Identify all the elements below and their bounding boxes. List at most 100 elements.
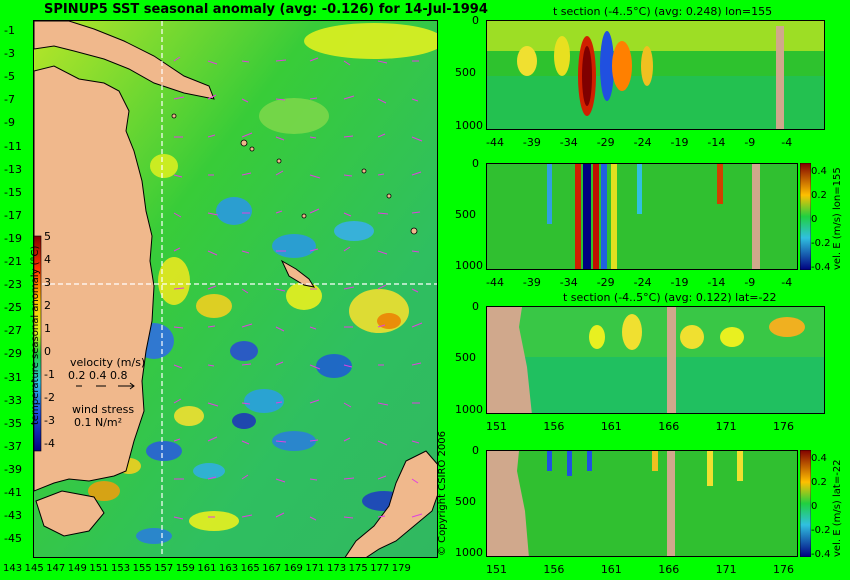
lon-tick-label: 175 bbox=[348, 563, 368, 574]
velocity-arrow bbox=[207, 60, 218, 65]
colorbar-tick-label: 0.2 bbox=[811, 477, 827, 488]
velocity-arrow bbox=[207, 476, 217, 480]
x-tick-label: -39 bbox=[522, 276, 541, 289]
y-tick-label: 1000 bbox=[455, 545, 483, 559]
velocity-arrow bbox=[309, 174, 321, 179]
velocity-arrow bbox=[309, 136, 317, 139]
velocity-arrow bbox=[343, 246, 351, 252]
x-tick-label: -14 bbox=[707, 276, 726, 289]
velocity-arrow bbox=[275, 98, 286, 101]
y-tick-label: 500 bbox=[455, 351, 476, 365]
velocity-arrow bbox=[343, 437, 351, 442]
lon-tick-label: 157 bbox=[154, 563, 174, 574]
velocity-arrow bbox=[275, 512, 285, 518]
velocity-arrow bbox=[309, 364, 321, 370]
lon-tick-label: 153 bbox=[111, 563, 131, 574]
x-tick-label: 171 bbox=[715, 420, 737, 433]
x-tick-label: -44 bbox=[486, 136, 504, 149]
velocity-arrow bbox=[275, 210, 283, 214]
lat-tick-label: -25 bbox=[4, 301, 22, 315]
velocity-arrow bbox=[309, 57, 319, 62]
velocity-arrow bbox=[309, 439, 319, 442]
velocity-arrow bbox=[343, 516, 354, 519]
x-tick-label: -29 bbox=[596, 136, 615, 149]
velocity-legend-scale: 0.2 0.4 0.8 bbox=[68, 369, 128, 382]
x-tick-label: 156 bbox=[543, 420, 565, 433]
velocity-arrow bbox=[309, 248, 319, 252]
panel4-vel-section-lat-22[interactable] bbox=[486, 450, 798, 557]
map-canvas bbox=[34, 21, 437, 557]
velocity-arrow bbox=[411, 98, 419, 102]
lat-tick-label: -3 bbox=[4, 47, 15, 61]
colorbar-tick-label: -0.4 bbox=[811, 549, 831, 560]
velocity-arrow bbox=[411, 171, 422, 176]
lon-tick-label: 173 bbox=[327, 563, 347, 574]
velocity-arrow bbox=[343, 364, 353, 368]
map-title: SPINUP5 SST seasonal anomaly (avg: -0.12… bbox=[44, 2, 488, 17]
velocity-arrow bbox=[411, 478, 419, 484]
lon-tick-label: 177 bbox=[370, 563, 390, 574]
x-tick-label: 166 bbox=[658, 563, 680, 576]
velocity-arrow bbox=[343, 135, 354, 138]
velocity-arrow bbox=[241, 172, 252, 176]
velocity-arrow bbox=[275, 326, 285, 332]
velocity-arrow bbox=[173, 287, 185, 290]
velocity-arrows bbox=[173, 56, 423, 521]
panel2-vel-section-lon155[interactable] bbox=[486, 163, 798, 270]
panel1-t-section-lon155[interactable] bbox=[486, 20, 825, 130]
velocity-arrow bbox=[275, 361, 284, 366]
y-tick-label: 0 bbox=[472, 444, 479, 457]
velocity-arrow bbox=[411, 136, 423, 142]
panel2-canvas bbox=[487, 164, 797, 269]
velocity-arrow bbox=[173, 247, 181, 252]
velocity-arrow bbox=[377, 60, 388, 64]
y-tick-label: 500 bbox=[455, 207, 476, 221]
velocity-arrow bbox=[173, 174, 183, 178]
x-tick-label: 176 bbox=[773, 563, 795, 576]
velocity-arrow bbox=[343, 95, 355, 100]
velocity-legend-label: velocity (m/s) bbox=[70, 356, 146, 369]
y-tick-label: 1000 bbox=[455, 258, 483, 272]
velocity-arrow bbox=[241, 402, 251, 405]
velocity-arrow bbox=[411, 322, 423, 328]
velocity-arrow bbox=[241, 363, 252, 366]
velocity-arrow bbox=[241, 288, 249, 294]
x-tick-label: 176 bbox=[773, 420, 795, 433]
velocity-arrow bbox=[411, 250, 420, 253]
colorbar-tick-label: 0 bbox=[811, 214, 818, 225]
colorbar-tick-label: 4 bbox=[44, 253, 51, 266]
velocity-arrow bbox=[275, 288, 286, 292]
velocity-arrow bbox=[173, 438, 181, 442]
x-tick-label: -34 bbox=[559, 136, 578, 149]
lat-tick-label: -1 bbox=[4, 24, 15, 37]
x-tick-label: -4 bbox=[781, 136, 793, 149]
panel3-canvas bbox=[487, 307, 824, 413]
velocity-arrow bbox=[343, 60, 351, 66]
y-tick-label: 1000 bbox=[455, 402, 483, 416]
x-tick-label: -19 bbox=[670, 276, 689, 289]
velocity-arrow bbox=[241, 514, 253, 518]
sst-anomaly-map[interactable] bbox=[33, 20, 438, 558]
lat-tick-label: -35 bbox=[4, 416, 22, 430]
velocity-arrow bbox=[275, 401, 283, 404]
panel4-colorbar bbox=[800, 450, 811, 557]
eddies bbox=[88, 23, 437, 544]
lon-tick-label: 147 bbox=[46, 563, 66, 574]
australia-coastline bbox=[34, 65, 155, 492]
velocity-arrow bbox=[411, 288, 419, 293]
velocity-arrow bbox=[411, 513, 423, 518]
lon-tick-label: 145 bbox=[24, 563, 44, 574]
velocity-arrow bbox=[275, 170, 284, 176]
y-tick-label: 500 bbox=[455, 494, 476, 508]
colorbar-tick-label: -3 bbox=[44, 414, 55, 427]
x-tick-label: -24 bbox=[633, 136, 652, 149]
velocity-arrow bbox=[309, 208, 320, 214]
velocity-arrow bbox=[309, 478, 318, 481]
wind-legend-label: wind stress bbox=[72, 403, 135, 416]
colorbar-tick-label: 5 bbox=[44, 230, 51, 243]
panel3-t-section-lat-22[interactable] bbox=[486, 306, 825, 414]
panel1-canvas bbox=[487, 21, 824, 129]
velocity-arrow bbox=[377, 440, 388, 446]
velocity-arrow bbox=[275, 440, 287, 443]
panel3-title: t section (-4..5°C) (avg: 0.122) lat=-22 bbox=[563, 291, 777, 304]
